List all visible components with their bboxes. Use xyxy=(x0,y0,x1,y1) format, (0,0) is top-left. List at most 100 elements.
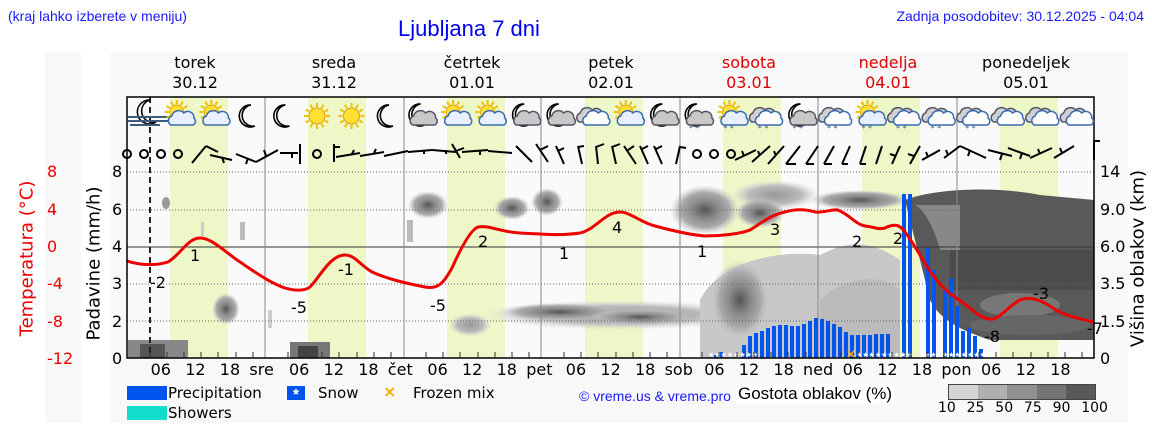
moon-cloud-icon xyxy=(408,103,438,127)
location-menu-hint: (kraj lahko izberete v meniju) xyxy=(8,8,187,24)
snow-swatch-icon: ★ xyxy=(287,386,305,400)
day-label: nedelja 04.01 xyxy=(828,53,948,93)
precipitation-swatch xyxy=(127,386,167,400)
x-tick-label: 18 xyxy=(911,360,933,379)
frozen-mix-marker: × xyxy=(846,347,856,361)
precipitation-bars xyxy=(714,194,983,358)
svg-text:* *: * * xyxy=(965,124,976,133)
sun-cloud-icon xyxy=(199,100,231,126)
day-label: torek 30.12 xyxy=(135,53,255,93)
x-tick-label: pet xyxy=(526,360,553,379)
svg-text:* *: * * xyxy=(758,124,769,133)
density-swatch xyxy=(949,385,979,399)
x-axis: 06 12 18 sre 06 12 18 čet 06 12 18 pet 06 12 18 sob 06 12… xyxy=(0,360,1152,382)
left-gutter xyxy=(45,53,81,423)
moon-cloud-icon xyxy=(546,103,577,127)
sun-cloud-icon xyxy=(164,100,197,126)
copyright-link[interactable]: © vreme.us & vreme.pro xyxy=(579,388,731,404)
sun-cloud-snow-icon: * * xyxy=(855,100,887,133)
cloud-density-scale xyxy=(948,384,1096,400)
moon-cloud-snow-icon: * * xyxy=(684,103,715,133)
x-tick-label: čet xyxy=(387,360,413,379)
svg-text:★★★★★★★: ★★★★★★★ xyxy=(942,351,986,359)
grid-lines xyxy=(127,171,1094,322)
precip-axis-title: Padavine (mm/h) xyxy=(83,186,105,341)
day-label: sreda 31.12 xyxy=(274,53,394,93)
last-update: Zadnja posodobitev: 30.12.2025 - 04:04 xyxy=(896,8,1144,24)
cloud-height-axis-title: Višina oblakov (km) xyxy=(1127,169,1149,348)
wind-barbs xyxy=(122,140,1100,165)
sun-cloud-icon xyxy=(613,100,646,126)
temperature-curve xyxy=(126,208,1095,324)
x-tick-label: 06 xyxy=(150,360,171,379)
cloud-height-tick: 3.5 xyxy=(1100,274,1126,293)
x-tick-label: 12 xyxy=(877,360,898,379)
sun-cloud-icon xyxy=(441,100,473,126)
svg-text:-7: -7 xyxy=(1087,319,1103,338)
cloud-density-ticks: 10 25 50 75 90 100 xyxy=(938,400,1108,416)
sun-icon xyxy=(338,103,365,129)
x-tick-label: 06 xyxy=(565,360,587,379)
cloud-snow-icon: * * xyxy=(886,106,922,133)
snow-markers: ★★★★★★★★ ★★★★★★★★ ★★ ★★ ★★★★★★★ xyxy=(708,351,986,359)
day-date: 04.01 xyxy=(865,73,911,92)
day-header: torek 30.12 sreda 31.12 četrtek 01.01 petek… xyxy=(0,53,1152,95)
day-date: 30.12 xyxy=(172,73,218,92)
precip-tick: 2 xyxy=(112,312,123,331)
svg-text:★★★★★★★★: ★★★★★★★★ xyxy=(708,351,758,359)
density-tick: 90 xyxy=(1052,400,1071,416)
svg-text:1: 1 xyxy=(559,244,569,263)
svg-text:★★: ★★ xyxy=(924,351,937,359)
svg-text:* *: * * xyxy=(827,124,838,133)
moon-cloud-icon xyxy=(511,103,542,127)
cloud-height-tick: 9.0 xyxy=(1100,200,1126,219)
showers-swatch xyxy=(127,406,167,420)
svg-text:-2: -2 xyxy=(150,273,166,292)
temp-tick: -12 xyxy=(47,349,74,368)
density-tick: 75 xyxy=(1023,400,1042,416)
density-tick: 10 xyxy=(938,400,956,416)
svg-text:* *: * * xyxy=(862,124,873,133)
day-label: petek 02.01 xyxy=(551,53,671,93)
x-tick-label: 12 xyxy=(600,360,621,379)
day-date: 31.12 xyxy=(311,73,357,92)
x-tick-label: 18 xyxy=(1050,360,1071,379)
svg-text:2: 2 xyxy=(852,232,862,251)
svg-text:* *: * * xyxy=(723,124,734,133)
day-name: sreda xyxy=(311,53,357,72)
sun-icon xyxy=(303,103,330,129)
x-tick-label: ned xyxy=(803,360,834,379)
svg-text:-5: -5 xyxy=(291,298,307,317)
x-tick-label: 12 xyxy=(462,360,483,379)
cloud-snow-icon: * * xyxy=(748,106,784,133)
legend-frozen-mix: Frozen mix xyxy=(413,384,495,402)
temp-tick: 8 xyxy=(47,162,58,181)
x-tick-label: sob xyxy=(664,360,693,379)
svg-text:* *: * * xyxy=(896,124,907,133)
moon-cloud-icon xyxy=(649,103,680,127)
density-swatch xyxy=(1065,385,1096,399)
x-tick-label: 06 xyxy=(704,360,725,379)
day-label: sobota 03.01 xyxy=(689,53,809,93)
x-tick-label: 18 xyxy=(635,360,656,379)
sun-cloud-icon xyxy=(475,100,507,126)
svg-text:* *: * * xyxy=(931,124,942,133)
day-separators xyxy=(264,97,958,358)
svg-text:2: 2 xyxy=(893,229,903,248)
cloud-density-title: Gostota oblakov (%) xyxy=(736,384,895,404)
weather-icons-row xyxy=(128,99,168,126)
density-tick: 50 xyxy=(995,400,1014,416)
cloud-height-tick: 6.0 xyxy=(1100,237,1126,256)
cloud-snow-icon: * * xyxy=(817,106,853,133)
day-date: 05.01 xyxy=(1003,73,1049,92)
day-date: 02.01 xyxy=(588,73,634,92)
page-title: Ljubljana 7 dni xyxy=(398,16,540,41)
cloud-icon xyxy=(576,106,611,126)
precip-tick: 0 xyxy=(112,349,123,368)
x-tick-label: 18 xyxy=(219,360,241,379)
cloud-icon xyxy=(990,106,1026,126)
day-name: ponedeljek xyxy=(982,53,1070,72)
x-tick-label: 06 xyxy=(289,360,310,379)
moon-cloud-snow-icon: * * xyxy=(788,103,818,133)
density-swatch xyxy=(978,385,1008,399)
